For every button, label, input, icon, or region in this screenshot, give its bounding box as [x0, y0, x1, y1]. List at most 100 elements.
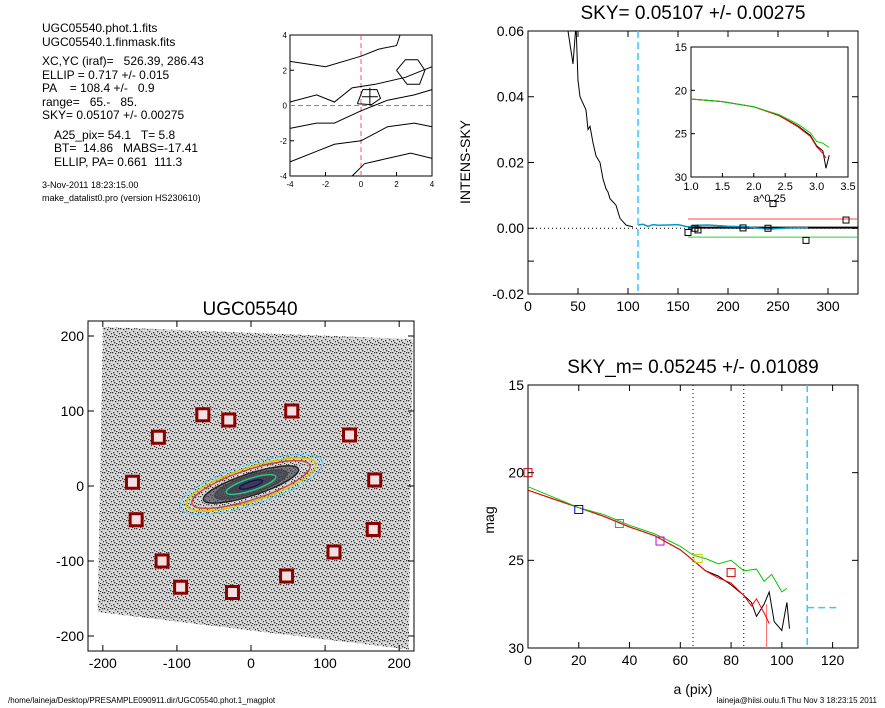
timestamp: 3-Nov-2011 18:23:15.00 — [42, 180, 139, 190]
mag-profile — [527, 486, 788, 593]
sky-box — [342, 427, 358, 443]
sky-xtick-label: 150 — [666, 298, 690, 314]
intensity-profile — [567, 31, 634, 228]
sky-box — [195, 407, 211, 423]
sky-plot: SKY= 0.05107 +/- 0.00275 INTENS-SKY 0 50 1… — [457, 3, 859, 314]
contour-xtick-label: -2 — [322, 180, 330, 189]
bt-value: BT= 14.86 MABS=-17.41 — [54, 141, 199, 155]
contour-xtick-label: 2 — [394, 180, 399, 189]
footer-path: /home/laineja/Desktop/PRESAMPLE090911.di… — [8, 696, 276, 705]
galaxy-isophote — [185, 457, 317, 512]
a25-value: A25_pix= 54.1 T= 5.8 — [54, 127, 176, 142]
inset-xtick-label: 2.0 — [746, 181, 761, 193]
ellipticity: ELLIP = 0.717 +/- 0.015 — [42, 67, 170, 82]
sky-xtick-label: 200 — [716, 298, 740, 314]
galaxy-xtick-label: 0 — [247, 655, 255, 671]
mag-xtick-label: 120 — [821, 652, 845, 668]
sky-xtick-label: 50 — [570, 298, 586, 314]
sky-box — [367, 472, 383, 488]
sky-box — [326, 544, 342, 560]
sky-box — [150, 429, 166, 445]
mag-ytick-label: 25 — [508, 552, 524, 568]
sky-ytick-label: 0.04 — [497, 89, 524, 105]
magnitude-plot: SKY_m= 0.05245 +/- 0.01089 a (pix) mag 0… — [481, 357, 859, 697]
sky-box-marker — [842, 216, 850, 224]
sky-box — [128, 512, 144, 528]
sky-ytick-label: -0.02 — [492, 286, 524, 302]
contour-line — [289, 34, 401, 68]
position-angle: PA = 108.4 +/- 0.9 — [42, 81, 155, 95]
galaxy-title: UGC05540 — [202, 299, 297, 320]
sky-box — [221, 412, 237, 428]
mag-box-marker — [523, 468, 533, 478]
ellip-pa-value: ELLIP, PA= 0.661 111.3 — [54, 154, 183, 169]
sky-profile — [637, 223, 809, 230]
contour-xtick-label: 4 — [430, 180, 435, 189]
contour-line — [289, 122, 433, 163]
mag-plot-ylabel: mag — [481, 506, 497, 533]
contour-ytick-label: 2 — [283, 66, 288, 75]
inset-xlabel: a^0.25 — [753, 193, 786, 205]
contour-line — [356, 89, 382, 106]
center-coords: XC,YC (iraf)= 526.39, 286.43 — [42, 54, 204, 68]
mag-xtick-label: 20 — [571, 652, 587, 668]
sky-box — [224, 585, 240, 600]
galaxy-xtick-label: -200 — [89, 655, 117, 671]
inset-ytick-label: 20 — [675, 85, 687, 97]
contour-ytick-label: 0 — [283, 102, 288, 111]
inset-ytick-label: 25 — [675, 129, 687, 141]
sky-box — [154, 553, 170, 569]
mag-xtick-label: 80 — [723, 652, 739, 668]
mag-xtick-label: 60 — [673, 652, 689, 668]
mag-box-marker — [726, 568, 736, 578]
galaxy-xtick-label: -100 — [163, 655, 191, 671]
inset-xtick-label: 1.0 — [683, 181, 698, 193]
sky-box-marker — [694, 226, 702, 234]
inset-xtick-label: 3.5 — [840, 181, 855, 193]
galaxy-isophote — [238, 479, 264, 490]
sky-ytick-label: 0.06 — [497, 23, 524, 39]
fit-range: range= 65.- 85. — [42, 94, 138, 109]
mag-plot-xlabel: a (pix) — [674, 681, 713, 697]
contour-xtick-label: 0 — [359, 180, 364, 189]
sky-box — [124, 474, 140, 490]
galaxy-ytick-label: 200 — [61, 328, 85, 344]
sky-box — [284, 403, 300, 419]
sky-box-marker — [769, 200, 777, 208]
galaxy-xtick-label: 100 — [313, 655, 337, 671]
sky-box-marker — [684, 229, 692, 237]
sky-box — [173, 579, 189, 595]
contour-line — [289, 66, 433, 103]
program-version: make_datalist0.pro (version HS230610) — [42, 193, 201, 203]
sky-ytick-label: 0.00 — [497, 220, 524, 236]
inset-xtick-label: 3.0 — [809, 181, 824, 193]
galaxy-ytick-label: 100 — [61, 403, 85, 419]
galaxy-ytick-label: -200 — [56, 628, 84, 644]
contour-ytick-label: -4 — [280, 172, 288, 181]
galaxy-isophote — [191, 459, 311, 510]
galaxy-image-plot: UGC05540 -200 -100 0 100 200 200 100 0 -100 -200 — [56, 299, 415, 671]
sky-xtick-label: 300 — [816, 298, 840, 314]
phot-filename: UGC05540.phot.1.fits — [42, 21, 158, 35]
mag-box-marker — [655, 536, 665, 546]
mag-ytick-label: 15 — [508, 377, 524, 393]
sky-xtick-label: 250 — [766, 298, 790, 314]
mag-plot-title: SKY_m= 0.05245 +/- 0.01089 — [567, 357, 818, 378]
inset-ytick-label: 30 — [675, 172, 687, 184]
sky-box-marker — [802, 236, 810, 244]
sky-xtick-label: 0 — [524, 298, 532, 314]
sky-xtick-label: 100 — [616, 298, 640, 314]
sky-box — [365, 522, 381, 537]
info-panel: UGC05540.phot.1.fits UGC05540.1.finmask.… — [42, 21, 204, 205]
galaxy-ytick-label: -100 — [56, 553, 84, 569]
contour-line — [396, 59, 426, 85]
inset-line — [690, 98, 830, 148]
sky-plot-ylabel: INTENS-SKY — [457, 119, 473, 204]
sky-box-marker — [739, 224, 747, 232]
sky-box-marker — [764, 224, 772, 232]
contour-line — [289, 89, 433, 129]
contour-line — [351, 152, 433, 177]
contour-xtick-label: -4 — [286, 180, 294, 189]
sky-plot-title: SKY= 0.05107 +/- 0.00275 — [580, 3, 805, 24]
